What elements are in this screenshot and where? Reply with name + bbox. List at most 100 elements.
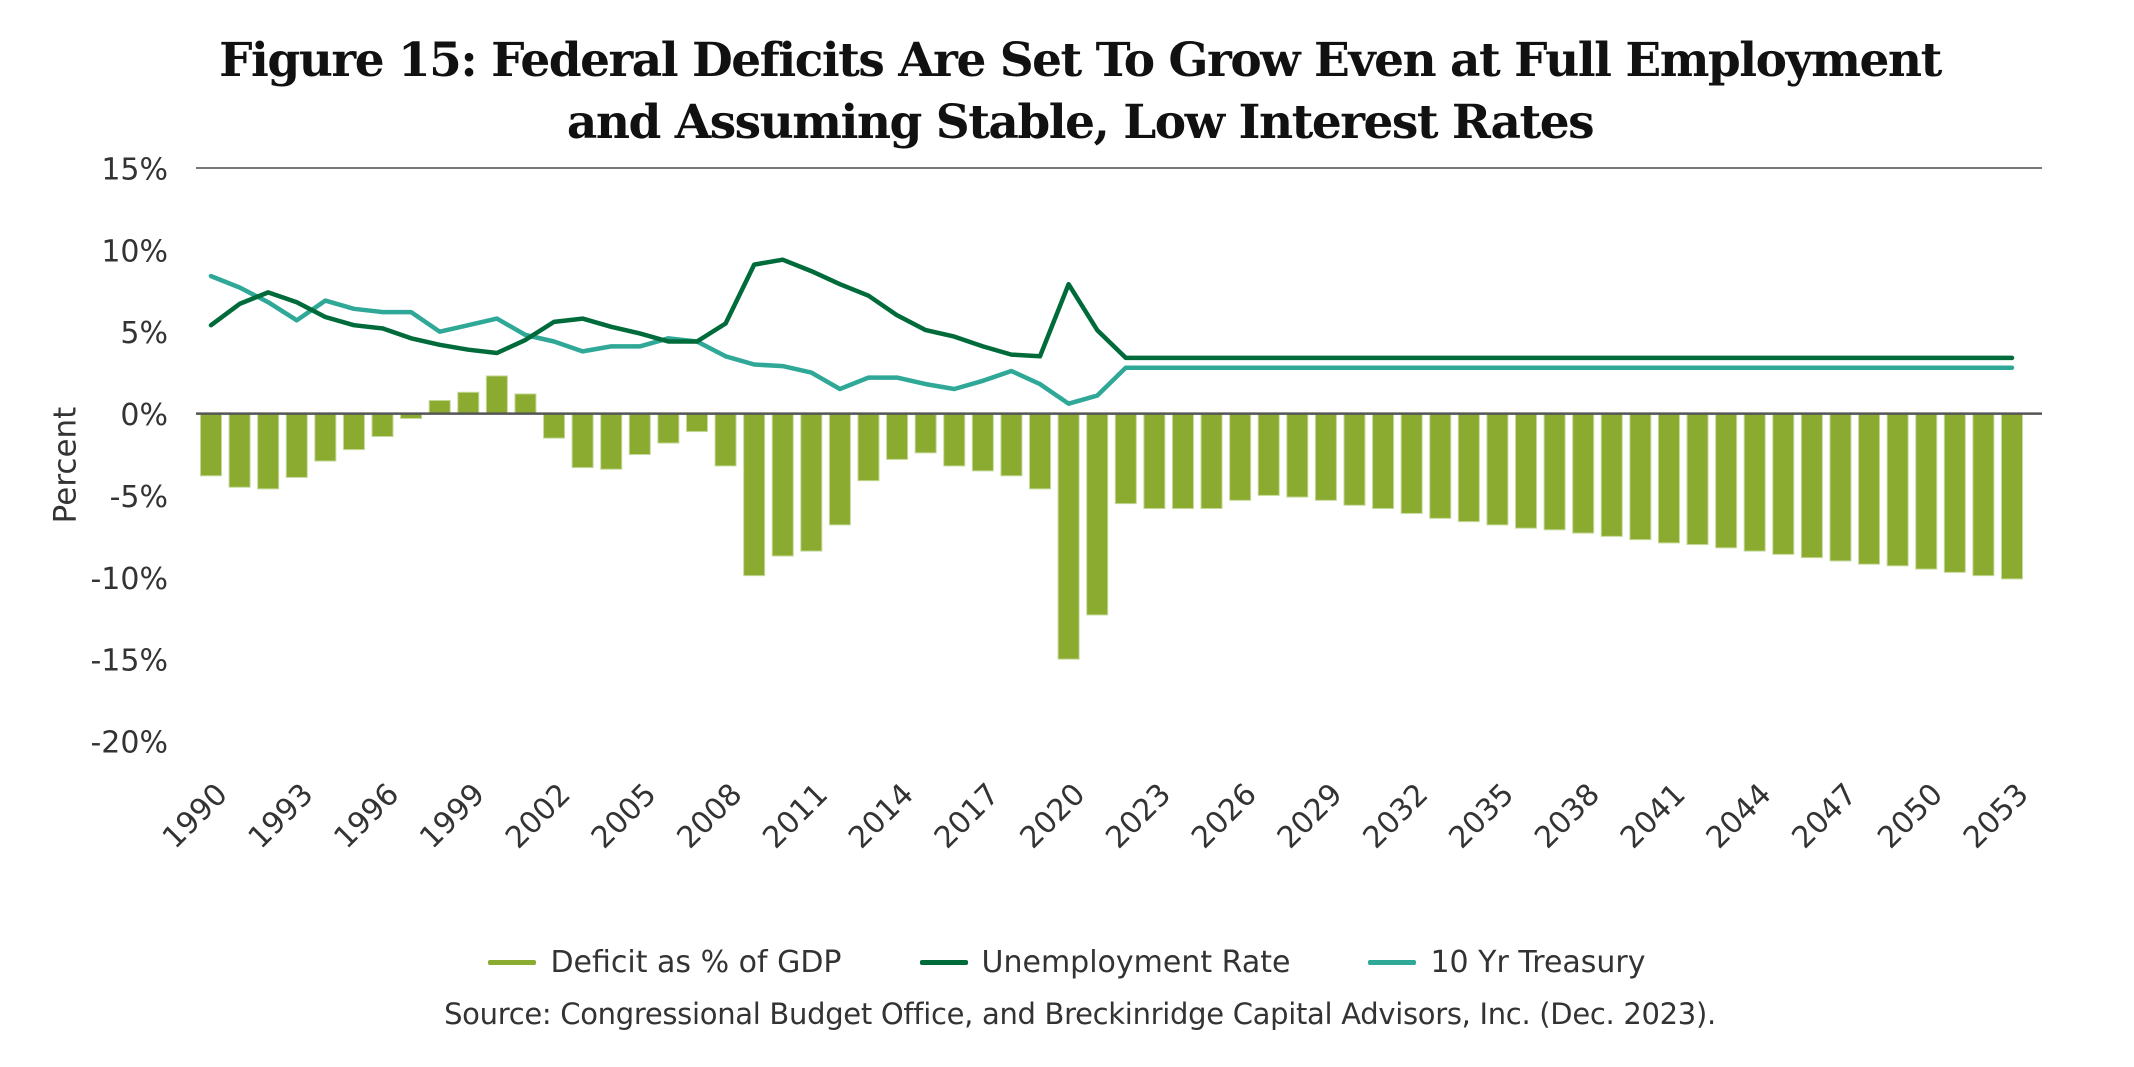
deficit-bar xyxy=(943,413,966,467)
deficit-bar xyxy=(1029,413,1052,490)
legend-item-treasury: 10 Yr Treasury xyxy=(1368,945,1646,980)
x-tick-label: 2053 xyxy=(1957,777,2036,856)
deficit-bar xyxy=(485,375,508,415)
unemployment-rate-line xyxy=(208,257,2015,361)
deficit-bar xyxy=(914,413,937,454)
line-series xyxy=(208,257,2015,406)
x-tick-label: 2032 xyxy=(1357,777,1436,856)
deficit-bar xyxy=(771,413,794,557)
deficit-bar xyxy=(657,413,680,444)
deficit-bar xyxy=(1629,413,1652,541)
deficit-bar xyxy=(743,413,766,577)
deficit-bar xyxy=(1200,413,1223,510)
deficit-bar xyxy=(457,391,480,415)
y-tick-label: -20% xyxy=(90,726,168,761)
x-tick-label: 2002 xyxy=(499,777,578,856)
deficit-bar xyxy=(1057,413,1080,660)
deficit-bar xyxy=(1686,413,1709,546)
deficit-bar xyxy=(800,413,823,552)
deficit-bar xyxy=(200,413,222,477)
chart-title-line-1: Figure 15: Federal Deficits Are Set To G… xyxy=(219,33,1942,88)
deficit-bar xyxy=(1829,413,1852,562)
treasury-10yr-line xyxy=(208,273,2015,406)
source-note: Source: Congressional Budget Office, and… xyxy=(444,997,1716,1031)
x-tick-label: 2041 xyxy=(1614,777,1693,856)
deficit-bar xyxy=(371,413,394,437)
deficit-bar xyxy=(342,413,365,451)
deficit-bar xyxy=(857,413,880,482)
deficit-bar xyxy=(1772,413,1795,555)
y-tick-label: 10% xyxy=(101,234,168,269)
deficit-bar xyxy=(1715,413,1738,549)
deficit-bar xyxy=(571,413,594,469)
deficit-bar xyxy=(1572,413,1595,534)
y-tick-label: -15% xyxy=(90,644,168,679)
deficit-bar xyxy=(1343,413,1366,506)
deficit-bar xyxy=(1486,413,1509,526)
deficit-bar xyxy=(228,413,251,488)
deficit-bars xyxy=(200,375,2023,660)
deficit-bar xyxy=(428,399,451,415)
deficit-bar xyxy=(1600,413,1623,537)
x-tick-label: 2008 xyxy=(670,777,749,856)
deficit-bar xyxy=(1543,413,1566,531)
deficit-bar xyxy=(257,413,280,490)
deficit-bar xyxy=(1400,413,1423,514)
x-tick-label: 2050 xyxy=(1871,777,1950,856)
x-tick-label: 1999 xyxy=(413,777,492,856)
legend-swatch-unemployment xyxy=(919,960,968,965)
legend-item-unemployment: Unemployment Rate xyxy=(919,945,1291,980)
x-tick-label: 2020 xyxy=(1014,777,1093,856)
deficit-bar xyxy=(1143,413,1166,510)
deficit-bar xyxy=(971,413,994,472)
x-tick-label: 2014 xyxy=(842,777,921,856)
deficit-bar xyxy=(628,413,651,456)
deficit-bar xyxy=(1257,413,1280,496)
legend-swatch-deficit xyxy=(488,960,537,965)
y-tick-label: 15% xyxy=(101,153,168,188)
x-tick-label: 2044 xyxy=(1700,777,1779,856)
deficit-bar xyxy=(1657,413,1680,544)
x-tick-label: 1990 xyxy=(156,777,235,856)
deficit-bar xyxy=(714,413,737,467)
x-tick-label: 2038 xyxy=(1528,777,1607,856)
deficit-bar xyxy=(1171,413,1194,510)
x-axis: 1990 1993 1996 1999 2002 2005 2008 2011 2014 2017… xyxy=(156,777,2036,856)
chart-title: Figure 15: Federal Deficits Are Set To G… xyxy=(0,30,2134,154)
x-tick-label: 1996 xyxy=(327,777,406,856)
deficit-bar xyxy=(1800,413,1823,559)
deficit-bar xyxy=(543,413,566,439)
deficit-bar xyxy=(1886,413,1909,567)
deficit-bar xyxy=(1314,413,1337,501)
deficit-bar xyxy=(685,413,708,433)
deficit-bar xyxy=(1515,413,1538,529)
deficit-bar xyxy=(828,413,851,526)
y-axis-title: Percent xyxy=(48,407,84,524)
deficit-bar xyxy=(1372,413,1395,510)
deficit-bar xyxy=(1114,413,1137,505)
deficit-bar xyxy=(1429,413,1452,519)
x-tick-label: 2011 xyxy=(756,777,835,856)
deficit-bar xyxy=(600,413,623,470)
chart-title-line-2: and Assuming Stable, Low Interest Rates xyxy=(566,95,1595,150)
deficit-bar xyxy=(1457,413,1480,523)
legend-item-deficit: Deficit as % of GDP xyxy=(488,945,842,980)
y-tick-label: 0% xyxy=(120,398,168,433)
y-tick-label: -10% xyxy=(90,562,168,597)
x-tick-label: 2023 xyxy=(1099,777,1178,856)
legend-label-treasury: 10 Yr Treasury xyxy=(1430,945,1646,980)
deficit-bar xyxy=(1000,413,1023,477)
y-tick-label: -5% xyxy=(110,480,168,515)
legend: Deficit as % of GDP Unemployment Rate 10… xyxy=(0,945,2134,980)
legend-label-unemployment: Unemployment Rate xyxy=(981,945,1291,980)
x-tick-label: 2029 xyxy=(1271,777,1350,856)
x-tick-label: 2005 xyxy=(585,777,664,856)
deficit-bar xyxy=(2001,413,2023,580)
deficit-bar xyxy=(1229,413,1252,501)
deficit-bar xyxy=(1858,413,1881,565)
x-tick-label: 2047 xyxy=(1785,777,1864,856)
deficit-bar xyxy=(1286,413,1309,498)
y-tick-label: 5% xyxy=(120,316,168,351)
deficit-bar xyxy=(1943,413,1966,573)
x-tick-label: 2017 xyxy=(928,777,1007,856)
